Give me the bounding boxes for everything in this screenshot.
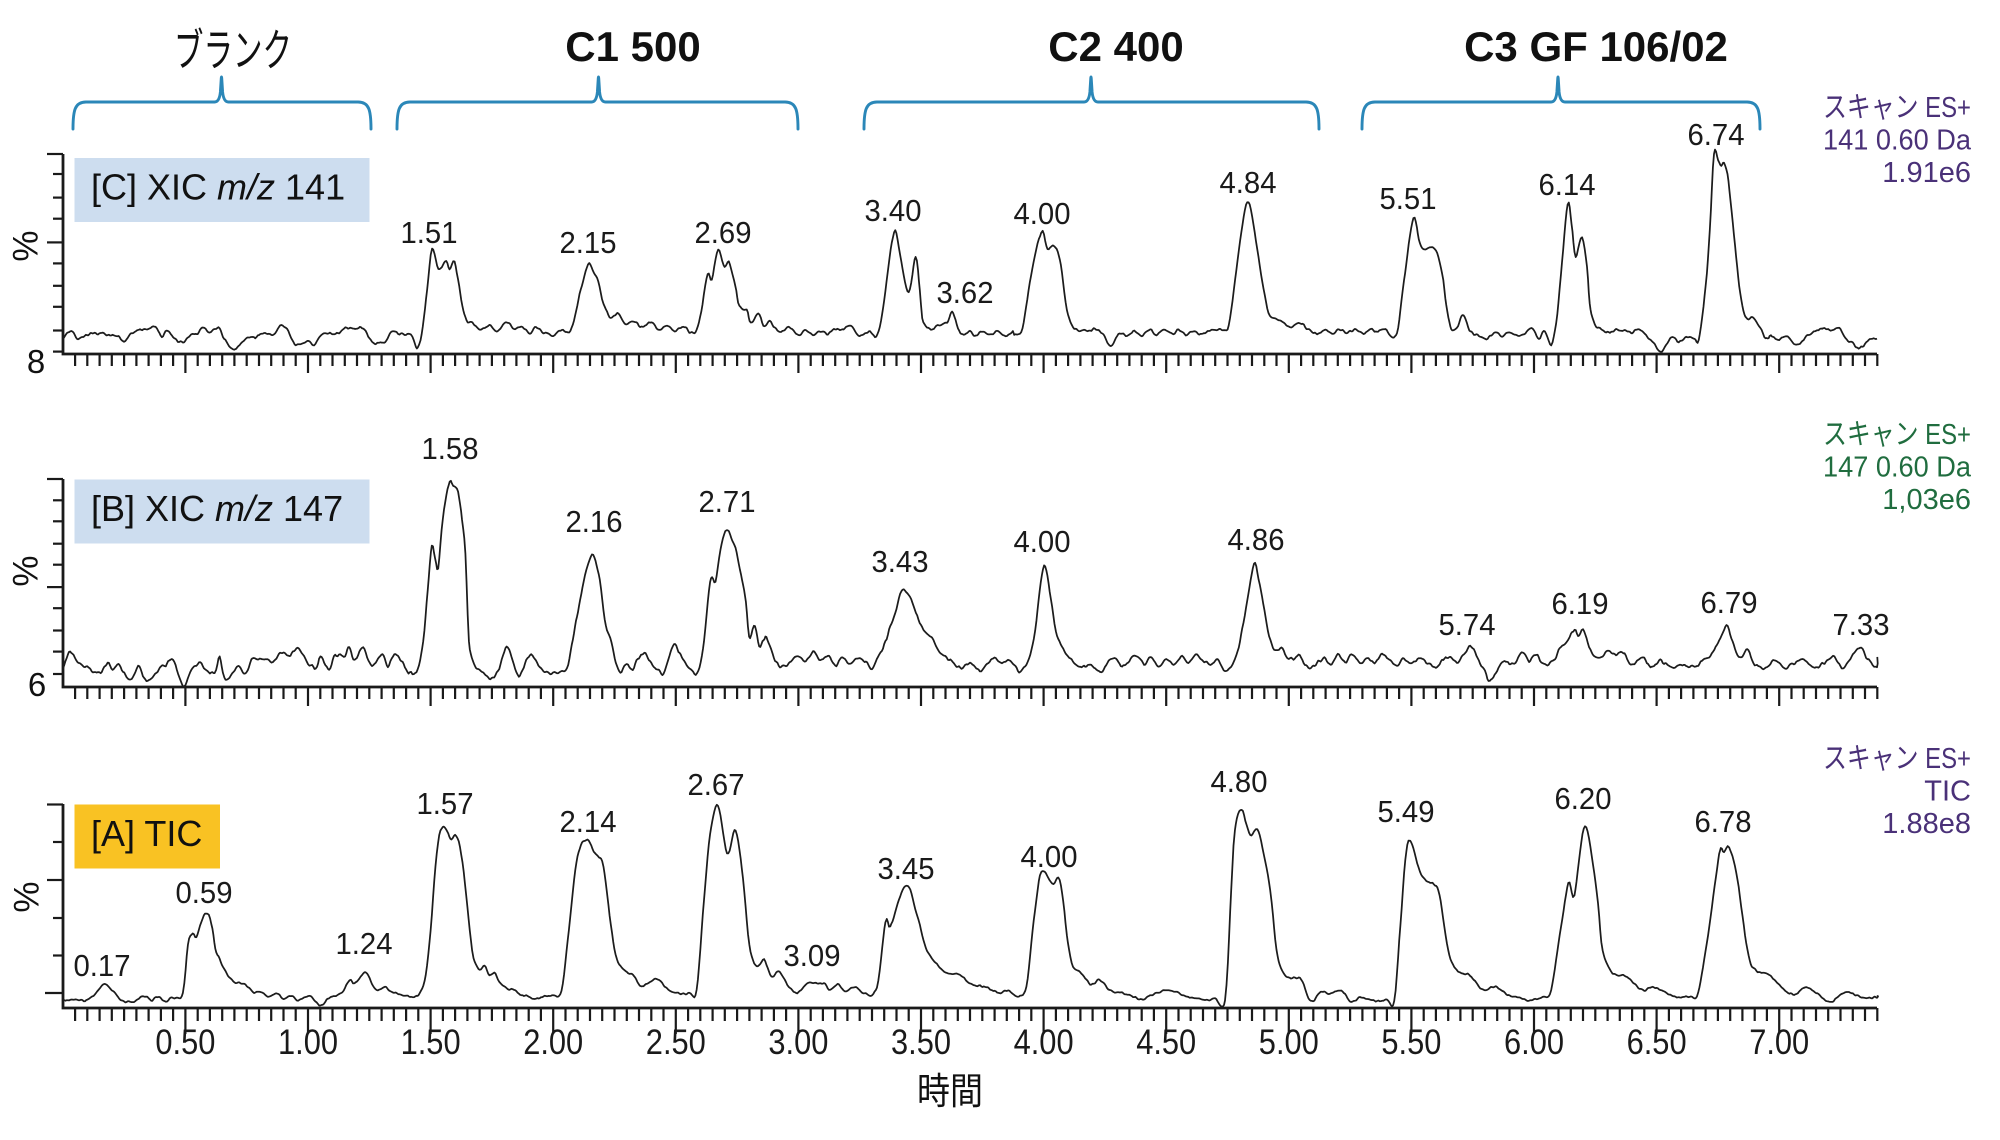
svg-text:3.50: 3.50 [891, 1023, 951, 1062]
svg-text:0.59: 0.59 [176, 875, 233, 910]
svg-text:6.79: 6.79 [1701, 585, 1758, 620]
svg-text:%: % [7, 230, 46, 261]
svg-text:1.58: 1.58 [422, 431, 479, 466]
svg-text:6.00: 6.00 [1504, 1023, 1564, 1062]
svg-text:6.19: 6.19 [1552, 586, 1609, 621]
svg-text:7.33: 7.33 [1833, 607, 1890, 642]
svg-text:3.09: 3.09 [784, 938, 841, 973]
svg-text:4.80: 4.80 [1211, 764, 1268, 799]
svg-text:4.50: 4.50 [1136, 1023, 1196, 1062]
svg-text:1.57: 1.57 [417, 786, 474, 821]
svg-text:2.67: 2.67 [688, 767, 745, 802]
svg-text:147 0.60 Da: 147 0.60 Da [1823, 452, 1972, 484]
svg-text:5.74: 5.74 [1439, 607, 1496, 642]
svg-text:4.84: 4.84 [1220, 165, 1277, 200]
svg-text:スキャン ES+: スキャン ES+ [1823, 92, 1971, 124]
svg-text:3.00: 3.00 [768, 1023, 828, 1062]
svg-text:6.20: 6.20 [1555, 781, 1612, 816]
svg-text:6.74: 6.74 [1688, 117, 1745, 152]
svg-text:0.50: 0.50 [155, 1023, 215, 1062]
svg-text:3.40: 3.40 [865, 193, 922, 228]
svg-text:141 0.60 Da: 141 0.60 Da [1823, 125, 1972, 157]
svg-text:2.14: 2.14 [560, 804, 617, 839]
svg-text:2.00: 2.00 [523, 1023, 583, 1062]
svg-text:6.14: 6.14 [1539, 167, 1596, 202]
svg-text:4.00: 4.00 [1014, 524, 1071, 559]
svg-text:6.50: 6.50 [1627, 1023, 1687, 1062]
svg-text:4.86: 4.86 [1228, 522, 1285, 557]
svg-text:TIC: TIC [1924, 776, 1971, 808]
svg-text:1,03e6: 1,03e6 [1882, 484, 1971, 516]
svg-text:4.00: 4.00 [1021, 839, 1078, 874]
svg-text:4.00: 4.00 [1014, 1023, 1074, 1062]
svg-text:1.24: 1.24 [336, 926, 393, 961]
svg-text:5.50: 5.50 [1381, 1023, 1441, 1062]
svg-text:C3 GF 106/02: C3 GF 106/02 [1464, 23, 1728, 70]
svg-text:2.71: 2.71 [699, 484, 756, 519]
svg-text:ブランク: ブランク [174, 25, 292, 76]
svg-text:C1 500: C1 500 [565, 23, 700, 70]
svg-text:1.00: 1.00 [278, 1023, 338, 1062]
svg-text:[A] TIC: [A] TIC [91, 813, 202, 854]
svg-text:[B] XIC m/z 147: [B] XIC m/z 147 [91, 488, 343, 529]
svg-text:1.91e6: 1.91e6 [1882, 157, 1971, 189]
svg-text:4.00: 4.00 [1014, 196, 1071, 231]
svg-text:1.50: 1.50 [401, 1023, 461, 1062]
svg-text:3.43: 3.43 [872, 544, 929, 579]
svg-text:3.45: 3.45 [878, 851, 935, 886]
svg-text:0.17: 0.17 [74, 948, 131, 983]
svg-text:5.49: 5.49 [1378, 794, 1435, 829]
svg-text:C2 400: C2 400 [1048, 23, 1183, 70]
svg-text:%: % [7, 555, 46, 586]
svg-text:2.69: 2.69 [695, 215, 752, 250]
svg-text:1.51: 1.51 [401, 215, 458, 250]
svg-text:[C] XIC m/z 141: [C] XIC m/z 141 [91, 167, 345, 208]
svg-text:8: 8 [27, 343, 45, 380]
svg-text:2.15: 2.15 [560, 225, 617, 260]
svg-text:7.00: 7.00 [1749, 1023, 1809, 1062]
svg-text:スキャン ES+: スキャン ES+ [1823, 743, 1971, 775]
svg-text:2.50: 2.50 [646, 1023, 706, 1062]
svg-text:1.88e8: 1.88e8 [1882, 808, 1971, 840]
svg-text:6.78: 6.78 [1695, 804, 1752, 839]
svg-text:5.51: 5.51 [1380, 181, 1437, 216]
svg-text:スキャン ES+: スキャン ES+ [1823, 419, 1971, 451]
svg-text:2.16: 2.16 [566, 504, 623, 539]
svg-text:3.62: 3.62 [937, 275, 994, 310]
svg-text:5.00: 5.00 [1259, 1023, 1319, 1062]
svg-text:%: % [8, 881, 47, 912]
svg-text:時間: 時間 [917, 1071, 983, 1112]
svg-text:6: 6 [28, 666, 46, 703]
